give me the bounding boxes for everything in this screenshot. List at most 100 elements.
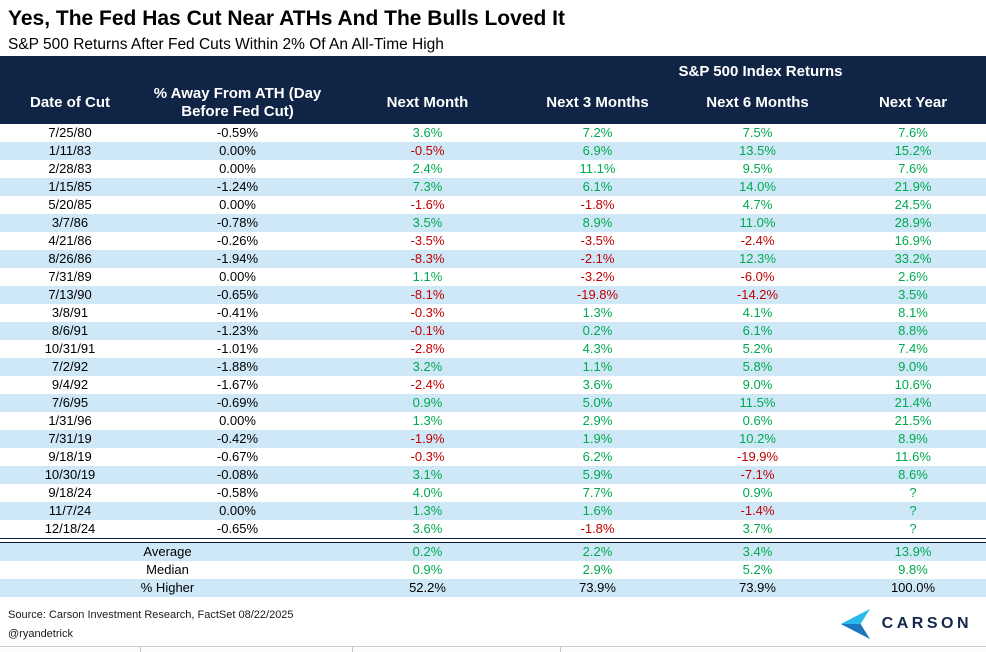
away-cell: -0.42% [216, 431, 259, 446]
date-cell: 7/13/90 [48, 287, 92, 302]
spreadsheet-edge [0, 646, 986, 652]
return-cell: 7.5% [742, 125, 773, 140]
return-cell: -1.9% [410, 431, 445, 446]
summary-value: 2.9% [582, 562, 613, 577]
away-cell: -0.65% [216, 521, 259, 536]
summary-row: % Higher 52.2% 73.9% 73.9% 100.0% [0, 579, 986, 597]
away-cell: -0.08% [216, 467, 259, 482]
table-row: 1/11/83 0.00% -0.5% 6.9% 13.5% 15.2% [0, 142, 986, 160]
return-cell: 3.6% [412, 125, 443, 140]
return-cell: 8.1% [898, 305, 928, 320]
summary-separator [0, 538, 986, 543]
column-header-date: Date of Cut [30, 94, 110, 111]
return-cell: 8.9% [898, 431, 928, 446]
away-cell: -1.88% [216, 359, 259, 374]
column-header-next-6-months: Next 6 Months [706, 94, 809, 111]
return-cell: 11.1% [579, 161, 616, 176]
table-row: 7/2/92 -1.88% 3.2% 1.1% 5.8% 9.0% [0, 358, 986, 376]
grid-line [352, 647, 353, 652]
away-cell: 0.00% [219, 503, 256, 518]
return-cell: 8.6% [898, 467, 928, 482]
summary-value: 52.2% [409, 580, 446, 595]
return-cell: 8.8% [898, 323, 928, 338]
date-cell: 10/31/91 [44, 341, 96, 356]
away-cell: 0.00% [219, 413, 256, 428]
return-cell: 3.7% [742, 521, 773, 536]
return-cell: 7.6% [898, 125, 928, 140]
table-row: 2/28/83 0.00% 2.4% 11.1% 9.5% 7.6% [0, 160, 986, 178]
table-row: 8/26/86 -1.94% -8.3% -2.1% 12.3% 33.2% [0, 250, 986, 268]
away-cell: -1.23% [216, 323, 259, 338]
return-cell: -2.4% [740, 233, 775, 248]
return-cell: 5.9% [582, 467, 613, 482]
return-cell: 1.9% [582, 431, 613, 446]
away-cell: -0.65% [216, 287, 259, 302]
table-header: S&P 500 Index Returns Date of Cut % Away… [0, 56, 986, 124]
return-cell: 2.6% [898, 269, 928, 284]
return-cell: -8.1% [410, 287, 445, 302]
return-cell: 6.1% [582, 179, 613, 194]
return-cell: 5.2% [742, 341, 773, 356]
date-cell: 7/25/80 [48, 125, 92, 140]
return-cell: -0.3% [410, 305, 445, 320]
grid-line [560, 647, 561, 652]
source-line: Source: Carson Investment Research, Fact… [8, 609, 294, 621]
return-cell: 10.2% [739, 431, 776, 446]
date-cell: 9/18/24 [48, 485, 92, 500]
return-cell: 4.3% [582, 341, 613, 356]
return-cell: 11.0% [739, 215, 776, 230]
away-cell: -0.59% [216, 125, 259, 140]
return-cell: -19.8% [576, 287, 619, 302]
table-row: 10/31/91 -1.01% -2.8% 4.3% 5.2% 7.4% [0, 340, 986, 358]
away-cell: -0.69% [216, 395, 259, 410]
table-row: 7/25/80 -0.59% 3.6% 7.2% 7.5% 7.6% [0, 124, 986, 142]
return-cell: -1.8% [580, 197, 615, 212]
date-cell: 7/31/19 [48, 431, 92, 446]
return-cell: 2.4% [412, 161, 443, 176]
return-cell: ? [909, 521, 917, 536]
table-row: 3/7/86 -0.78% 3.5% 8.9% 11.0% 28.9% [0, 214, 986, 232]
carson-chevron-icon [840, 608, 870, 640]
page-title: Yes, The Fed Has Cut Near ATHs And The B… [8, 7, 565, 30]
return-cell: 13.5% [739, 143, 776, 158]
return-cell: 0.2% [582, 323, 613, 338]
away-cell: -1.67% [216, 377, 259, 392]
return-cell: 21.9% [894, 179, 932, 194]
return-cell: 15.2% [894, 143, 932, 158]
summary-value: 13.9% [894, 544, 932, 559]
return-cell: ? [909, 485, 917, 500]
return-cell: 11.5% [739, 395, 776, 410]
table-row: 9/18/24 -0.58% 4.0% 7.7% 0.9%? [0, 484, 986, 502]
grid-line [140, 647, 141, 652]
date-cell: 10/30/19 [44, 467, 96, 482]
return-cell: -19.9% [736, 449, 779, 464]
return-cell: 3.2% [412, 359, 443, 374]
summary-label: Median [146, 562, 189, 577]
return-cell: -0.3% [410, 449, 445, 464]
date-cell: 7/2/92 [51, 359, 89, 374]
return-cell: -2.4% [410, 377, 445, 392]
return-cell: 0.9% [742, 485, 773, 500]
table-row: 4/21/86 -0.26% -3.5% -3.5% -2.4% 16.9% [0, 232, 986, 250]
return-cell: -3.5% [410, 233, 445, 248]
date-cell: 12/18/24 [44, 521, 96, 536]
away-cell: -1.94% [216, 251, 259, 266]
return-cell: -2.1% [580, 251, 615, 266]
return-cell: 7.3% [412, 179, 443, 194]
return-cell: 9.5% [742, 161, 773, 176]
return-cell: 7.2% [582, 125, 613, 140]
return-cell: 7.4% [898, 341, 928, 356]
return-cell: 0.6% [742, 413, 773, 428]
away-cell: -1.24% [216, 179, 259, 194]
group-header-row: S&P 500 Index Returns [0, 56, 986, 82]
table-row: 3/8/91 -0.41% -0.3% 1.3% 4.1% 8.1% [0, 304, 986, 322]
away-cell: -0.26% [216, 233, 259, 248]
date-cell: 11/7/24 [48, 503, 92, 518]
column-header-next-3-months: Next 3 Months [546, 94, 649, 111]
table-row: 8/6/91 -1.23% -0.1% 0.2% 6.1% 8.8% [0, 322, 986, 340]
column-header-row: Date of Cut % Away From ATH (Day Before … [0, 82, 986, 124]
return-cell: 0.9% [412, 395, 443, 410]
return-cell: -3.2% [580, 269, 615, 284]
return-cell: 3.5% [412, 215, 443, 230]
return-cell: 6.1% [742, 323, 773, 338]
